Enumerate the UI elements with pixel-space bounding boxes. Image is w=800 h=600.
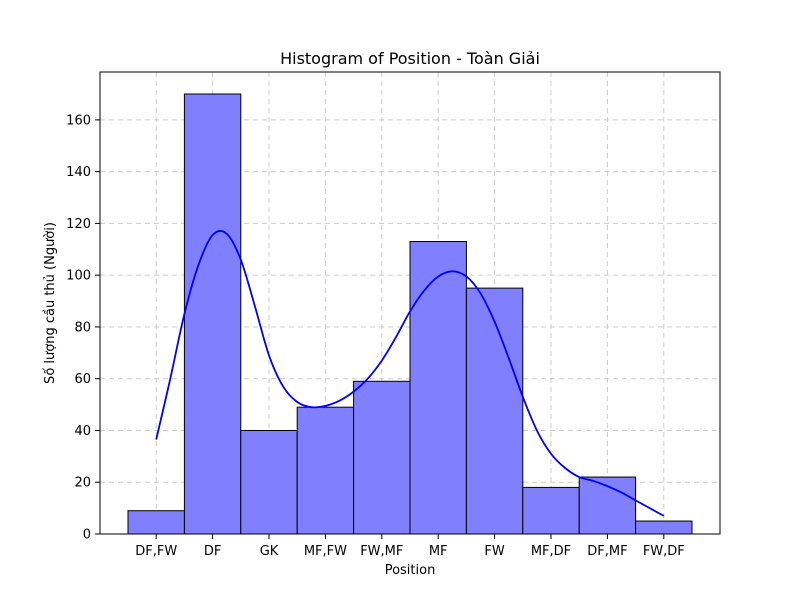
bar-fw-mf [353, 380, 411, 535]
y-tick-label: 100 [66, 269, 91, 284]
chart-title: Histogram of Position - Toàn Giải [280, 49, 540, 68]
x-axis-ticks: DF,FW DF GK MF,FW FW,MF MF FW MF,DF DF,MF FW,DF [135, 534, 685, 559]
bar-mf [409, 241, 467, 535]
bar-mf-fw [296, 406, 355, 535]
y-axis-label: Số lượng cầu thủ (Người) [43, 222, 58, 384]
kde-curve [155, 230, 665, 517]
y-axis-ticks: 0 20 40 60 80 100 120 140 160 [66, 113, 100, 543]
bars-layer [127, 93, 693, 535]
y-tick-label: 60 [74, 372, 91, 387]
y-tick-label: 140 [66, 165, 91, 180]
y-tick-label: 120 [66, 217, 91, 232]
bar-fw [465, 287, 524, 535]
plot-frame [99, 71, 721, 535]
x-tick-label: GK [260, 544, 279, 559]
x-tick-label: FW,MF [360, 544, 403, 559]
bar-gk [240, 429, 298, 535]
x-tick-label: DF,MF [587, 544, 627, 559]
x-tick-label: FW [484, 544, 504, 559]
x-tick-label: MF,DF [531, 544, 571, 559]
x-tick-label: DF,FW [135, 544, 177, 559]
bar-fw-df [635, 520, 693, 535]
y-tick-label: 40 [74, 424, 91, 439]
bar-df-fw [127, 510, 185, 535]
x-tick-label: FW,DF [643, 544, 685, 559]
y-tick-label: 160 [66, 113, 91, 128]
y-tick-label: 20 [74, 476, 91, 491]
x-axis-label: Position [385, 563, 436, 578]
bar-mf-df [522, 486, 580, 535]
y-tick-label: 0 [83, 528, 91, 543]
x-tick-label: MF [429, 544, 448, 559]
bar-df [183, 93, 242, 535]
x-tick-label: MF,FW [304, 544, 347, 559]
y-tick-label: 80 [74, 320, 91, 335]
x-tick-label: DF [204, 544, 222, 559]
